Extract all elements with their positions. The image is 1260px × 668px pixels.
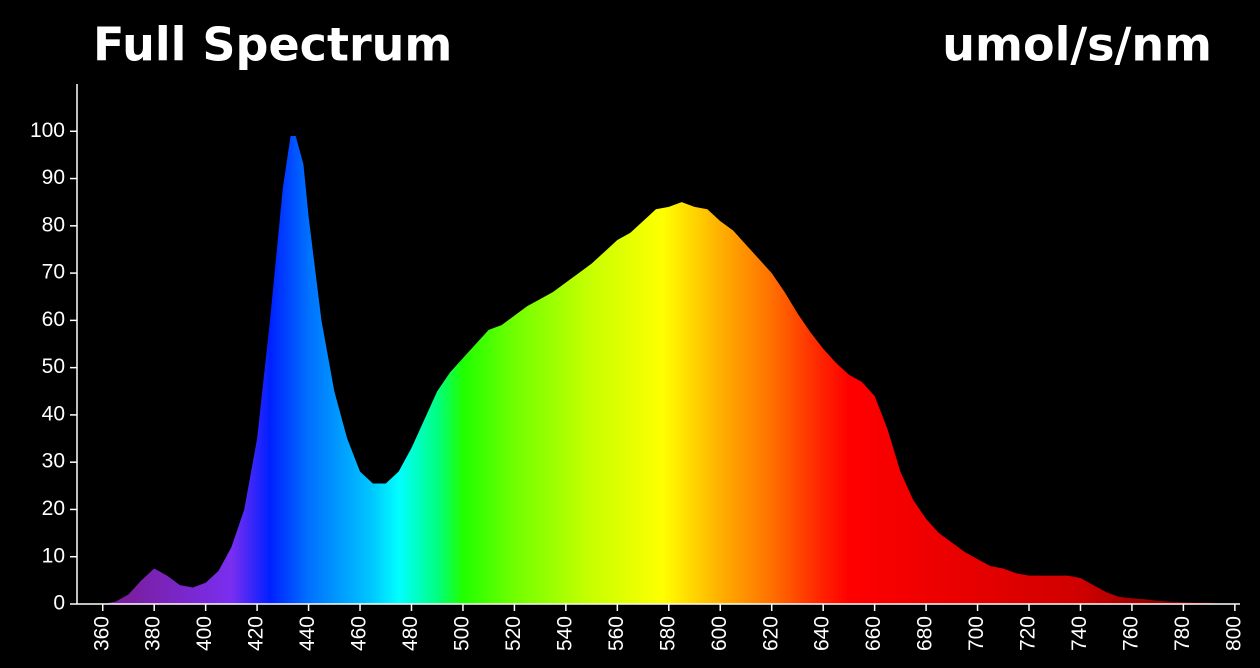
x-tick-label: 740 bbox=[1068, 616, 1091, 651]
y-tick-label: 0 bbox=[53, 592, 65, 615]
x-tick-label: 460 bbox=[348, 616, 371, 651]
y-tick-label: 40 bbox=[42, 402, 65, 425]
x-tick-label: 440 bbox=[296, 616, 319, 651]
x-tick-label: 480 bbox=[399, 616, 422, 651]
y-tick-label: 10 bbox=[42, 544, 65, 567]
chart-title: Full Spectrum bbox=[93, 18, 452, 72]
unit-label: umol/s/nm bbox=[942, 18, 1212, 72]
y-tick-label: 30 bbox=[42, 450, 65, 473]
x-tick-label: 580 bbox=[656, 616, 679, 651]
x-tick-label: 640 bbox=[811, 616, 834, 651]
y-tick-label: 90 bbox=[42, 166, 65, 189]
y-tick-label: 50 bbox=[42, 355, 65, 378]
x-tick-label: 660 bbox=[862, 616, 885, 651]
y-tick-label: 70 bbox=[42, 261, 65, 284]
x-tick-label: 620 bbox=[759, 616, 782, 651]
y-tick-label: 100 bbox=[30, 119, 65, 142]
x-tick-label: 800 bbox=[1222, 616, 1245, 651]
x-tick-label: 720 bbox=[1017, 616, 1040, 651]
x-tick-label: 500 bbox=[450, 616, 473, 651]
x-tick-label: 400 bbox=[193, 616, 216, 651]
x-tick-label: 760 bbox=[1119, 616, 1142, 651]
x-tick-label: 520 bbox=[502, 616, 525, 651]
x-tick-label: 700 bbox=[965, 616, 988, 651]
y-tick-label: 20 bbox=[42, 497, 65, 520]
x-tick-label: 780 bbox=[1171, 616, 1194, 651]
y-tick-label: 60 bbox=[42, 308, 65, 331]
spectrum-area bbox=[102, 136, 1222, 604]
x-tick-label: 600 bbox=[708, 616, 731, 651]
x-tick-label: 560 bbox=[605, 616, 628, 651]
x-tick-label: 380 bbox=[142, 616, 165, 651]
x-tick-label: 420 bbox=[245, 616, 268, 651]
y-tick-label: 80 bbox=[42, 213, 65, 236]
x-tick-label: 680 bbox=[914, 616, 937, 651]
x-tick-label: 360 bbox=[90, 616, 113, 651]
x-tick-label: 540 bbox=[553, 616, 576, 651]
